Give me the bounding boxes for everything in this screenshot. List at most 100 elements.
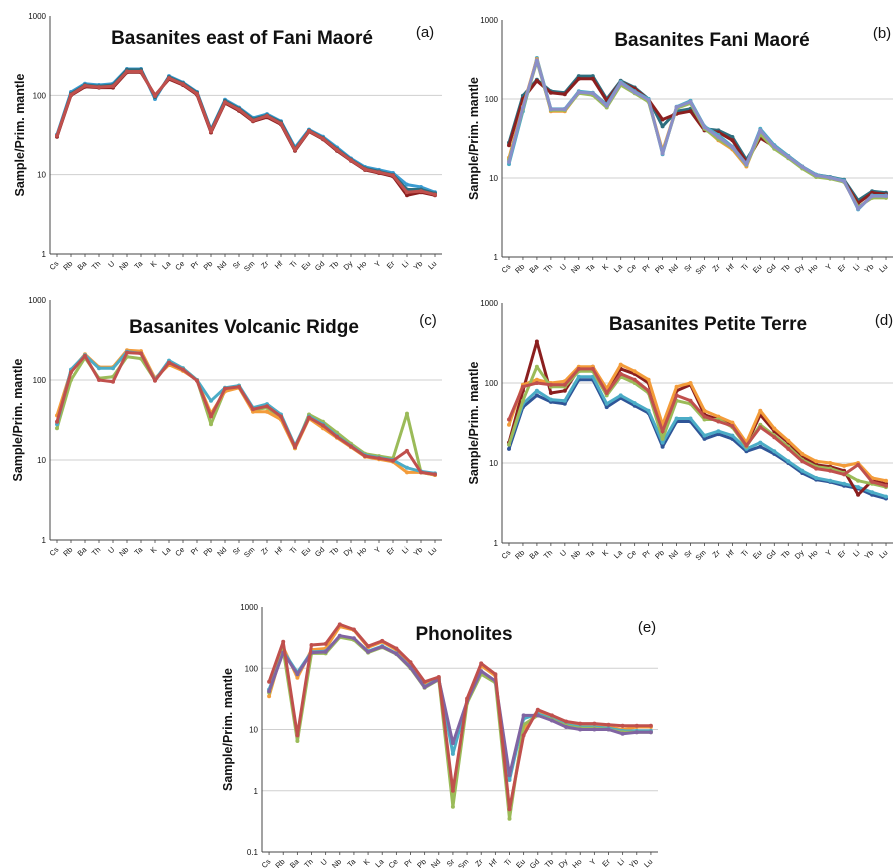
x-tick-label: Cs [260, 857, 273, 868]
data-point [814, 459, 819, 464]
data-point [632, 377, 637, 382]
x-tick-label: Ce [625, 548, 638, 561]
data-point [69, 92, 73, 97]
data-point [744, 162, 749, 167]
data-point [688, 398, 693, 403]
data-point [520, 384, 525, 389]
data-point [716, 414, 721, 419]
data-point [363, 454, 367, 459]
y-tick-label: 100 [485, 95, 499, 104]
x-tick-label: Sm [456, 857, 470, 868]
x-tick-label: Rb [273, 857, 286, 868]
x-tick-label: Gd [764, 262, 777, 275]
data-point [507, 417, 511, 422]
data-point [153, 378, 157, 383]
x-tick-label: Er [836, 548, 848, 560]
x-tick-label: Hf [273, 544, 285, 556]
data-point [828, 478, 833, 483]
data-point [279, 414, 283, 419]
x-tick-label: Ba [76, 544, 89, 557]
data-point [730, 420, 735, 425]
data-point [433, 472, 437, 477]
data-point [394, 651, 399, 656]
x-tick-label: Sr [682, 548, 694, 560]
data-point [646, 98, 651, 102]
data-point [702, 408, 707, 413]
x-tick-label: Ta [584, 547, 597, 560]
chart-panel-2: 1000 100 10 1Cs Rb Ba Th U Nb Ta K La Ce Pr Pb Nd Sr Sm Zr… [467, 16, 893, 276]
data-point [83, 83, 87, 88]
x-tick-label: Gd [313, 545, 326, 558]
chart-panel-3: 1000 100 10 1Cs Rb Ba Th U Nb Ta K La Ce Pr Pb Nd Sr Sm Zr… [11, 296, 442, 559]
y-tick-label: 10 [489, 459, 498, 468]
data-point [660, 124, 665, 129]
data-point [716, 432, 721, 437]
x-tick-label: U [106, 259, 116, 269]
data-point [507, 778, 512, 782]
data-point [97, 378, 101, 382]
x-tick-label: Sm [694, 262, 708, 276]
x-tick-label: Rb [513, 548, 526, 561]
y-tick-label: 10 [489, 174, 498, 183]
x-tick-label: K [149, 545, 159, 555]
x-tick-label: Pb [653, 548, 666, 561]
data-point [507, 807, 512, 812]
x-tick-label: Th [302, 857, 315, 868]
series-line [267, 622, 653, 811]
x-tick-label: K [600, 262, 610, 272]
x-tick-label: Y [373, 259, 383, 269]
data-point [758, 408, 763, 413]
series-line [55, 70, 437, 197]
x-tick-label: Yb [412, 259, 425, 272]
data-point [279, 121, 283, 126]
data-point [380, 644, 385, 649]
series-line [55, 351, 437, 476]
x-tick-label: Eu [751, 548, 764, 561]
data-point [800, 164, 805, 169]
x-tick-label: Pr [640, 548, 652, 560]
data-point [405, 465, 409, 470]
data-point [55, 133, 59, 138]
data-point [634, 723, 639, 728]
x-tick-label: Dy [793, 262, 806, 275]
data-point [450, 804, 455, 809]
x-tick-label: Gd [313, 259, 326, 272]
panel-label: (d) [875, 312, 893, 329]
data-point [281, 639, 286, 644]
data-point [604, 103, 609, 108]
data-point [167, 360, 171, 365]
y-tick-label: 1000 [28, 296, 46, 305]
series-line [507, 375, 888, 499]
data-point [139, 351, 143, 356]
data-point [618, 362, 623, 367]
data-point [646, 388, 651, 393]
x-tick-label: Hf [724, 261, 736, 273]
x-tick-label: Pr [189, 259, 201, 271]
x-tick-label: Nd [215, 545, 228, 558]
data-point [520, 398, 525, 403]
x-tick-label: Ti [288, 259, 299, 270]
data-point [534, 393, 539, 398]
x-tick-label: Ba [288, 856, 301, 868]
data-point [842, 481, 847, 486]
data-point [730, 433, 735, 438]
data-point [534, 377, 539, 382]
data-point [521, 713, 526, 718]
x-tick-label: Rb [61, 545, 74, 558]
data-point [856, 485, 861, 490]
x-tick-label: Yb [412, 545, 425, 558]
data-point [716, 429, 721, 434]
data-point [606, 722, 611, 727]
data-point [139, 69, 143, 74]
x-tick-label: Ti [502, 857, 513, 868]
x-tick-label: Dy [342, 259, 355, 272]
data-point [337, 633, 342, 638]
data-point [321, 136, 325, 141]
data-point [758, 440, 763, 445]
x-tick-label: Pb [202, 259, 215, 272]
y-tick-label: 1 [254, 787, 259, 796]
data-point [870, 479, 875, 484]
x-tick-label: Ba [527, 261, 540, 274]
data-point [786, 154, 791, 159]
